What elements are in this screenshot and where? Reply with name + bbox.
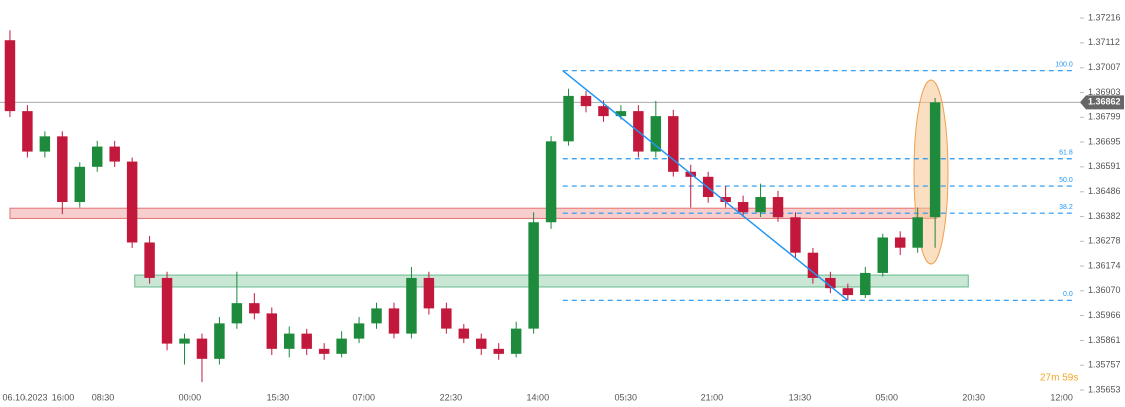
candle-body <box>615 111 627 117</box>
candle-body <box>894 237 906 248</box>
x-tick-label: 14:00 <box>527 392 550 402</box>
x-tick-label: 12:00 <box>1050 392 1073 402</box>
fib-label: 38.2 <box>1059 204 1073 211</box>
candle-body <box>650 116 662 152</box>
y-tick-label: 1.36695 <box>1088 136 1121 146</box>
fib-label: 61.8 <box>1059 150 1073 157</box>
x-tick-label: 21:00 <box>701 392 724 402</box>
candle-body <box>301 333 312 349</box>
price-tag <box>1080 95 1124 110</box>
candle-body <box>441 308 452 329</box>
candle-body <box>790 217 801 253</box>
x-tick-label: 05:00 <box>875 392 898 402</box>
x-tick-label: 13:30 <box>789 392 812 402</box>
candle-body <box>772 197 784 218</box>
candle-body <box>336 338 347 354</box>
y-tick-label: 1.36174 <box>1088 260 1121 270</box>
price-tag-label: 1.36862 <box>1088 97 1121 107</box>
x-tick-label: 06.10.2023 <box>2 392 47 402</box>
x-tick-label: 16:00 <box>52 392 75 402</box>
fib-label: 100.0 <box>1055 62 1073 69</box>
y-tick-label: 1.36903 <box>1088 87 1121 97</box>
y-tick-label: 1.35653 <box>1088 384 1121 394</box>
y-tick-label: 1.35966 <box>1088 310 1121 320</box>
y-tick-label: 1.35757 <box>1088 360 1121 370</box>
candle-body <box>807 252 819 278</box>
candle-body <box>545 141 557 223</box>
y-tick-label: 1.36591 <box>1088 161 1121 171</box>
candle-body <box>109 146 120 162</box>
candle-body <box>877 237 888 273</box>
candle-body <box>912 217 923 248</box>
x-tick-label: 15:30 <box>267 392 290 402</box>
x-tick-label: 05:30 <box>615 392 638 402</box>
candle-body <box>161 277 173 344</box>
candle-body <box>371 308 382 324</box>
candle-body <box>388 308 400 334</box>
candle-body <box>126 161 138 243</box>
candle-body <box>4 40 16 112</box>
trend-line <box>562 70 849 301</box>
x-tick-label: 22:30 <box>440 392 463 402</box>
y-tick-label: 1.37007 <box>1088 62 1121 72</box>
x-tick-label: 08:30 <box>92 392 115 402</box>
candle-body <box>528 222 539 329</box>
y-tick-label: 1.35861 <box>1088 335 1121 345</box>
candle-body <box>598 106 609 117</box>
candle-body <box>249 303 260 314</box>
candle-body <box>668 116 679 172</box>
candle-body <box>493 348 504 354</box>
candle-body <box>231 303 243 324</box>
fib-label: 0.0 <box>1063 291 1073 298</box>
y-tick-label: 1.37216 <box>1088 12 1121 22</box>
countdown: 27m 59s <box>1040 373 1078 384</box>
y-tick-label: 1.37112 <box>1088 37 1120 47</box>
candle-body <box>825 277 836 289</box>
y-tick-label: 1.36799 <box>1088 112 1121 122</box>
candle-body <box>57 136 68 203</box>
candle-body <box>284 333 295 349</box>
candle-body <box>720 197 731 203</box>
y-tick-label: 1.36486 <box>1088 186 1121 196</box>
candle-body <box>74 166 86 203</box>
candle-body <box>353 323 365 339</box>
candle-body <box>423 277 435 309</box>
candle-body <box>91 146 103 167</box>
candle-body <box>22 111 33 152</box>
y-tick-label: 1.36382 <box>1088 211 1121 221</box>
x-tick-label: 07:00 <box>353 392 376 402</box>
candle-body <box>737 202 749 213</box>
candle-body <box>860 272 871 296</box>
candle-body <box>458 328 470 339</box>
candle-body <box>196 338 208 359</box>
candle-body <box>929 102 941 218</box>
y-tick-label: 1.36070 <box>1088 285 1121 295</box>
x-tick-label: 00:00 <box>179 392 202 402</box>
candle-body <box>755 197 766 213</box>
y-tick-label: 1.36278 <box>1088 236 1121 246</box>
candle-body <box>580 95 592 107</box>
fib-label: 50.0 <box>1059 177 1073 184</box>
candle-body <box>406 277 417 334</box>
candle-body <box>266 313 278 349</box>
candle-body <box>510 328 522 354</box>
candle-body <box>318 348 330 354</box>
zone <box>134 274 969 288</box>
candle-body <box>144 242 155 278</box>
candle-body <box>842 288 854 296</box>
candle-body <box>214 323 225 359</box>
candle-body <box>476 338 487 349</box>
candle-body <box>39 136 51 152</box>
candle-body <box>563 95 574 142</box>
candle-body <box>179 338 190 344</box>
x-tick-label: 20:30 <box>962 392 985 402</box>
